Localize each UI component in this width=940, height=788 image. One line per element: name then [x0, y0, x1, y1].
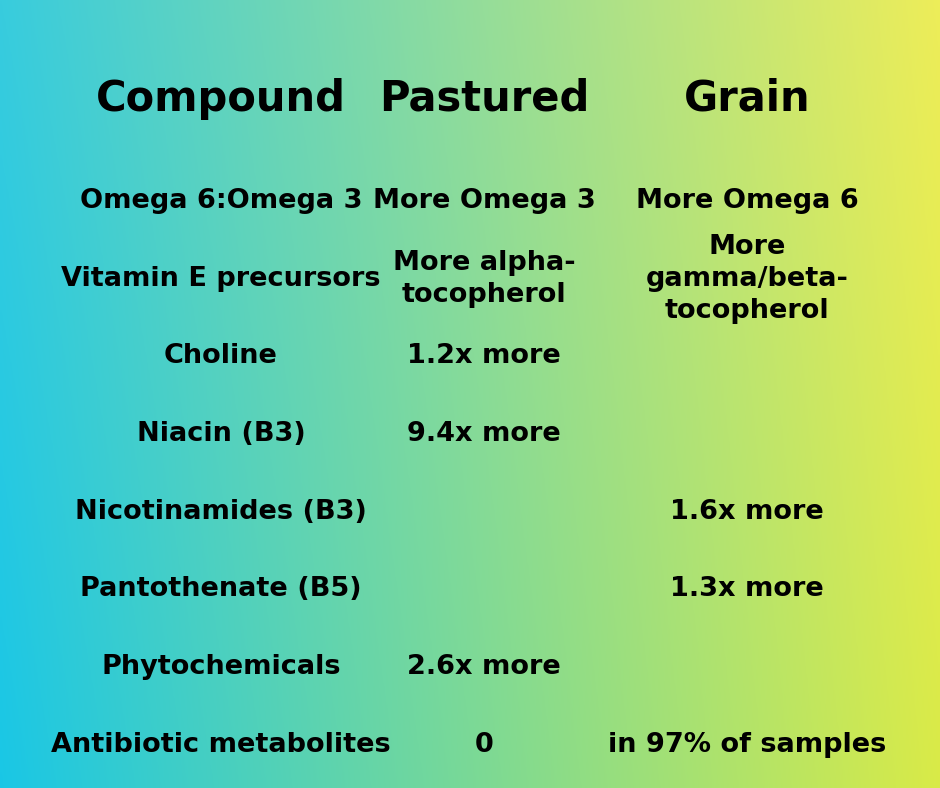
Text: 1.2x more: 1.2x more — [407, 344, 561, 370]
Text: More alpha-
tocopherol: More alpha- tocopherol — [393, 250, 575, 307]
Text: Niacin (B3): Niacin (B3) — [136, 421, 306, 447]
Text: Grain: Grain — [684, 77, 810, 120]
Text: Phytochemicals: Phytochemicals — [102, 654, 340, 680]
Text: More Omega 3: More Omega 3 — [373, 188, 595, 214]
Text: Compound: Compound — [96, 77, 346, 120]
Text: Antibiotic metabolites: Antibiotic metabolites — [51, 732, 391, 757]
Text: Omega 6:Omega 3: Omega 6:Omega 3 — [80, 188, 362, 214]
Text: 1.6x more: 1.6x more — [670, 499, 824, 525]
Text: Choline: Choline — [164, 344, 278, 370]
Text: Pastured: Pastured — [379, 77, 589, 120]
Text: 1.3x more: 1.3x more — [670, 576, 824, 602]
Text: Nicotinamides (B3): Nicotinamides (B3) — [75, 499, 367, 525]
Text: 2.6x more: 2.6x more — [407, 654, 561, 680]
Text: in 97% of samples: in 97% of samples — [608, 732, 886, 757]
Text: More
gamma/beta-
tocopherol: More gamma/beta- tocopherol — [646, 233, 849, 324]
Text: 0: 0 — [475, 732, 494, 757]
Text: Pantothenate (B5): Pantothenate (B5) — [80, 576, 362, 602]
Text: 9.4x more: 9.4x more — [407, 421, 561, 447]
Text: Vitamin E precursors: Vitamin E precursors — [61, 266, 381, 292]
Text: More Omega 6: More Omega 6 — [636, 188, 858, 214]
